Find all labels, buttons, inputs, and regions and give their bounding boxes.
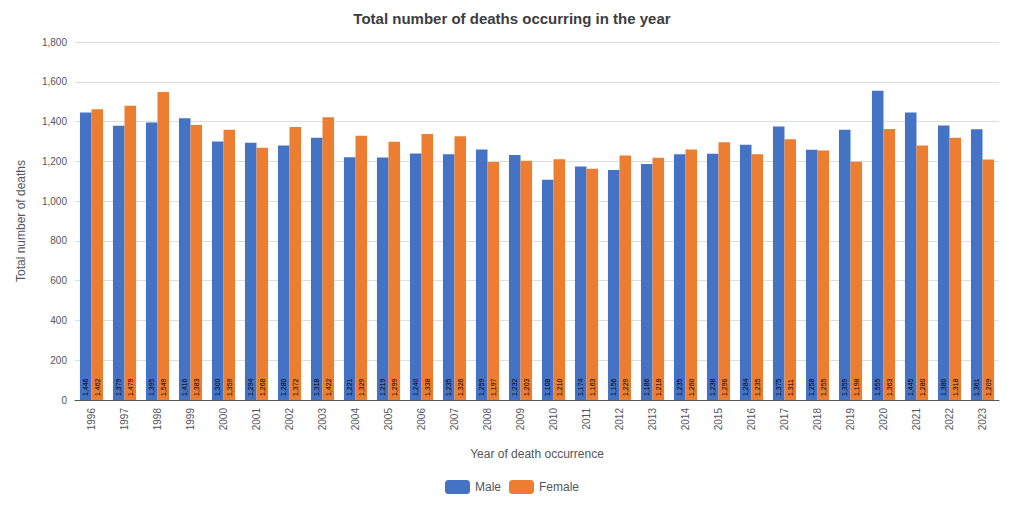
svg-text:1,221: 1,221 [346, 378, 353, 396]
svg-text:1,000: 1,000 [42, 196, 67, 207]
svg-text:2017: 2017 [779, 408, 790, 431]
svg-text:1,197: 1,197 [490, 378, 497, 396]
svg-text:1,238: 1,238 [709, 378, 716, 396]
svg-text:1,311: 1,311 [787, 379, 794, 396]
svg-text:1,280: 1,280 [280, 378, 287, 396]
svg-text:2008: 2008 [482, 408, 493, 431]
svg-text:1,383: 1,383 [193, 378, 200, 396]
svg-text:1,219: 1,219 [379, 378, 386, 396]
svg-text:1,232: 1,232 [511, 378, 518, 396]
svg-text:1,280: 1,280 [919, 378, 926, 396]
svg-text:200: 200 [50, 355, 67, 366]
svg-text:2013: 2013 [647, 408, 658, 431]
svg-text:800: 800 [50, 235, 67, 246]
svg-text:1,268: 1,268 [259, 378, 266, 396]
svg-text:2007: 2007 [449, 408, 460, 431]
svg-text:1,203: 1,203 [523, 378, 530, 396]
svg-text:1,359: 1,359 [226, 378, 233, 396]
svg-text:2014: 2014 [680, 408, 691, 431]
svg-text:1,156: 1,156 [610, 378, 617, 396]
svg-text:2000: 2000 [218, 408, 229, 431]
svg-text:1999: 1999 [185, 408, 196, 431]
svg-text:2001: 2001 [251, 408, 262, 431]
svg-text:1,108: 1,108 [544, 378, 551, 396]
svg-text:1,600: 1,600 [42, 76, 67, 87]
svg-text:1,235: 1,235 [445, 378, 452, 396]
svg-text:1,446: 1,446 [82, 378, 89, 396]
svg-text:1,445: 1,445 [907, 378, 914, 396]
svg-text:2012: 2012 [614, 408, 625, 431]
svg-text:2003: 2003 [317, 408, 328, 431]
svg-text:1,555: 1,555 [874, 378, 881, 396]
svg-text:1,235: 1,235 [754, 378, 761, 396]
svg-text:1,395: 1,395 [148, 378, 155, 396]
svg-text:1,338: 1,338 [424, 378, 431, 396]
svg-text:1,300: 1,300 [214, 378, 221, 396]
svg-text:2018: 2018 [812, 408, 823, 431]
svg-text:Female: Female [539, 480, 579, 494]
svg-text:2006: 2006 [416, 408, 427, 431]
svg-text:1,361: 1,361 [973, 378, 980, 396]
svg-text:1,240: 1,240 [412, 378, 419, 396]
svg-text:1,372: 1,372 [292, 378, 299, 396]
svg-text:Total number of deaths: Total number of deaths [14, 160, 28, 282]
svg-text:1,294: 1,294 [247, 378, 254, 396]
svg-text:1,329: 1,329 [358, 378, 365, 396]
svg-text:1,379: 1,379 [115, 378, 122, 396]
svg-text:1,318: 1,318 [313, 378, 320, 396]
svg-text:1,200: 1,200 [42, 156, 67, 167]
svg-text:Male: Male [475, 480, 501, 494]
svg-text:1,416: 1,416 [181, 378, 188, 396]
svg-text:1,163: 1,163 [589, 378, 596, 396]
svg-text:1,235: 1,235 [676, 378, 683, 396]
svg-text:1,375: 1,375 [775, 378, 782, 396]
svg-text:2023: 2023 [977, 408, 988, 431]
svg-text:2016: 2016 [746, 408, 757, 431]
svg-text:1,174: 1,174 [577, 378, 584, 396]
svg-text:2021: 2021 [911, 408, 922, 431]
svg-text:1,255: 1,255 [820, 378, 827, 396]
svg-text:2004: 2004 [350, 408, 361, 431]
svg-text:Year of death occurrence: Year of death occurrence [470, 447, 604, 461]
svg-text:2019: 2019 [845, 408, 856, 431]
svg-text:1,218: 1,218 [655, 378, 662, 396]
svg-text:1,400: 1,400 [42, 116, 67, 127]
svg-text:400: 400 [50, 315, 67, 326]
svg-text:1,260: 1,260 [688, 378, 695, 396]
svg-text:1,318: 1,318 [952, 378, 959, 396]
svg-text:2005: 2005 [383, 408, 394, 431]
svg-text:1,462: 1,462 [94, 378, 101, 396]
svg-text:1,380: 1,380 [940, 378, 947, 396]
svg-text:1,209: 1,209 [985, 378, 992, 396]
svg-text:1997: 1997 [119, 408, 130, 431]
svg-text:2010: 2010 [548, 408, 559, 431]
svg-text:1,186: 1,186 [643, 378, 650, 396]
svg-text:1996: 1996 [86, 408, 97, 431]
svg-text:1,198: 1,198 [853, 378, 860, 396]
svg-text:1,422: 1,422 [325, 378, 332, 396]
svg-text:600: 600 [50, 275, 67, 286]
svg-text:1,229: 1,229 [622, 378, 629, 396]
svg-text:1,259: 1,259 [478, 378, 485, 396]
svg-text:1998: 1998 [152, 408, 163, 431]
svg-text:2020: 2020 [878, 408, 889, 431]
svg-text:1,284: 1,284 [742, 378, 749, 396]
svg-text:2011: 2011 [581, 408, 592, 430]
svg-text:0: 0 [61, 395, 67, 406]
svg-text:1,549: 1,549 [160, 378, 167, 396]
svg-text:1,326: 1,326 [457, 378, 464, 396]
svg-text:1,800: 1,800 [42, 37, 67, 48]
svg-text:1,210: 1,210 [556, 378, 563, 396]
svg-text:1,363: 1,363 [886, 378, 893, 396]
svg-text:2015: 2015 [713, 408, 724, 431]
svg-text:1,258: 1,258 [808, 378, 815, 396]
svg-text:1,296: 1,296 [721, 378, 728, 396]
svg-text:2022: 2022 [944, 408, 955, 431]
svg-text:2002: 2002 [284, 408, 295, 431]
svg-text:1,299: 1,299 [391, 378, 398, 396]
svg-text:2009: 2009 [515, 408, 526, 431]
svg-text:Total number of deaths occurri: Total number of deaths occurring in the … [353, 10, 670, 27]
svg-text:1,479: 1,479 [127, 378, 134, 396]
svg-text:1,359: 1,359 [841, 378, 848, 396]
